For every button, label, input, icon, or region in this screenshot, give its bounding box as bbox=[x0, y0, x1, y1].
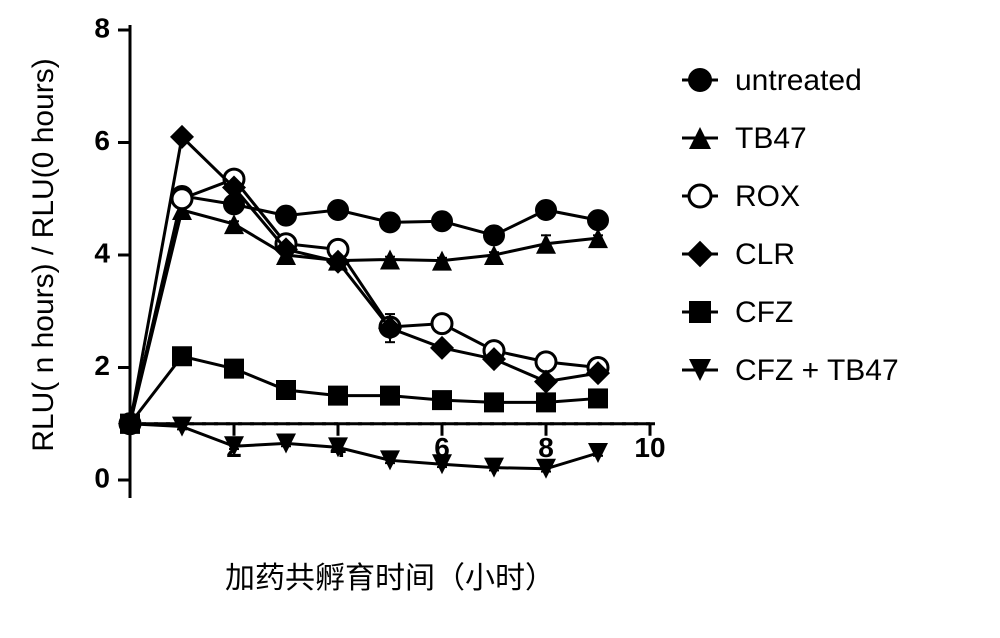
square-filled-marker bbox=[328, 386, 348, 406]
svg-text:8: 8 bbox=[538, 432, 554, 463]
series-clr bbox=[118, 125, 610, 436]
circle-open-marker bbox=[172, 189, 192, 209]
circle-open-marker bbox=[689, 185, 711, 207]
series-rox bbox=[120, 169, 608, 434]
legend-label-rox: ROX bbox=[735, 180, 800, 213]
series-tb47 bbox=[120, 200, 608, 434]
circle-filled-marker bbox=[328, 200, 348, 220]
legend-label-cfz: CFZ bbox=[735, 296, 793, 329]
square-filled-marker bbox=[689, 301, 711, 323]
legend: untreated TB47 ROX CLR CFZ CFZ + TB47 bbox=[682, 64, 899, 387]
circle-open-marker bbox=[432, 314, 452, 334]
x-axis-title: 加药共孵育时间（小时） bbox=[225, 562, 555, 595]
circle-filled-marker bbox=[536, 200, 556, 220]
square-filled-marker bbox=[588, 388, 608, 408]
circle-filled-marker bbox=[588, 210, 608, 230]
square-filled-marker bbox=[276, 380, 296, 400]
circle-filled-marker bbox=[484, 225, 504, 245]
circle-filled-marker bbox=[276, 206, 296, 226]
square-filled-marker bbox=[484, 392, 504, 412]
legend-label-untreated: untreated bbox=[735, 64, 862, 97]
triangle-filled-marker bbox=[224, 214, 244, 234]
square-filled-marker bbox=[536, 392, 556, 412]
chart-container: 02468246810RLU( n hours) / RLU(0 hours)加… bbox=[0, 0, 1000, 638]
legend-label-clr: CLR bbox=[735, 238, 795, 271]
circle-filled-marker bbox=[380, 212, 400, 232]
svg-text:0: 0 bbox=[94, 462, 110, 493]
diamond-filled-marker bbox=[687, 241, 713, 267]
diamond-filled-marker bbox=[534, 370, 558, 394]
line-chart: 02468246810RLU( n hours) / RLU(0 hours)加… bbox=[0, 0, 1000, 638]
square-filled-marker bbox=[432, 390, 452, 410]
svg-text:6: 6 bbox=[94, 125, 110, 156]
circle-open-marker bbox=[536, 352, 556, 372]
svg-text:2: 2 bbox=[94, 350, 110, 381]
diamond-filled-marker bbox=[430, 336, 454, 360]
square-filled-marker bbox=[172, 346, 192, 366]
legend-label-cfz_tb47: CFZ + TB47 bbox=[735, 354, 899, 387]
square-filled-marker bbox=[224, 359, 244, 379]
svg-text:8: 8 bbox=[94, 12, 110, 43]
y-axis-title: RLU( n hours) / RLU(0 hours) bbox=[27, 58, 60, 451]
legend-label-tb47: TB47 bbox=[735, 122, 807, 155]
svg-text:4: 4 bbox=[94, 237, 110, 268]
svg-text:10: 10 bbox=[634, 432, 665, 463]
circle-filled-marker bbox=[689, 69, 711, 91]
square-filled-marker bbox=[380, 386, 400, 406]
circle-filled-marker bbox=[432, 211, 452, 231]
triangle-down-filled-marker bbox=[588, 443, 608, 463]
